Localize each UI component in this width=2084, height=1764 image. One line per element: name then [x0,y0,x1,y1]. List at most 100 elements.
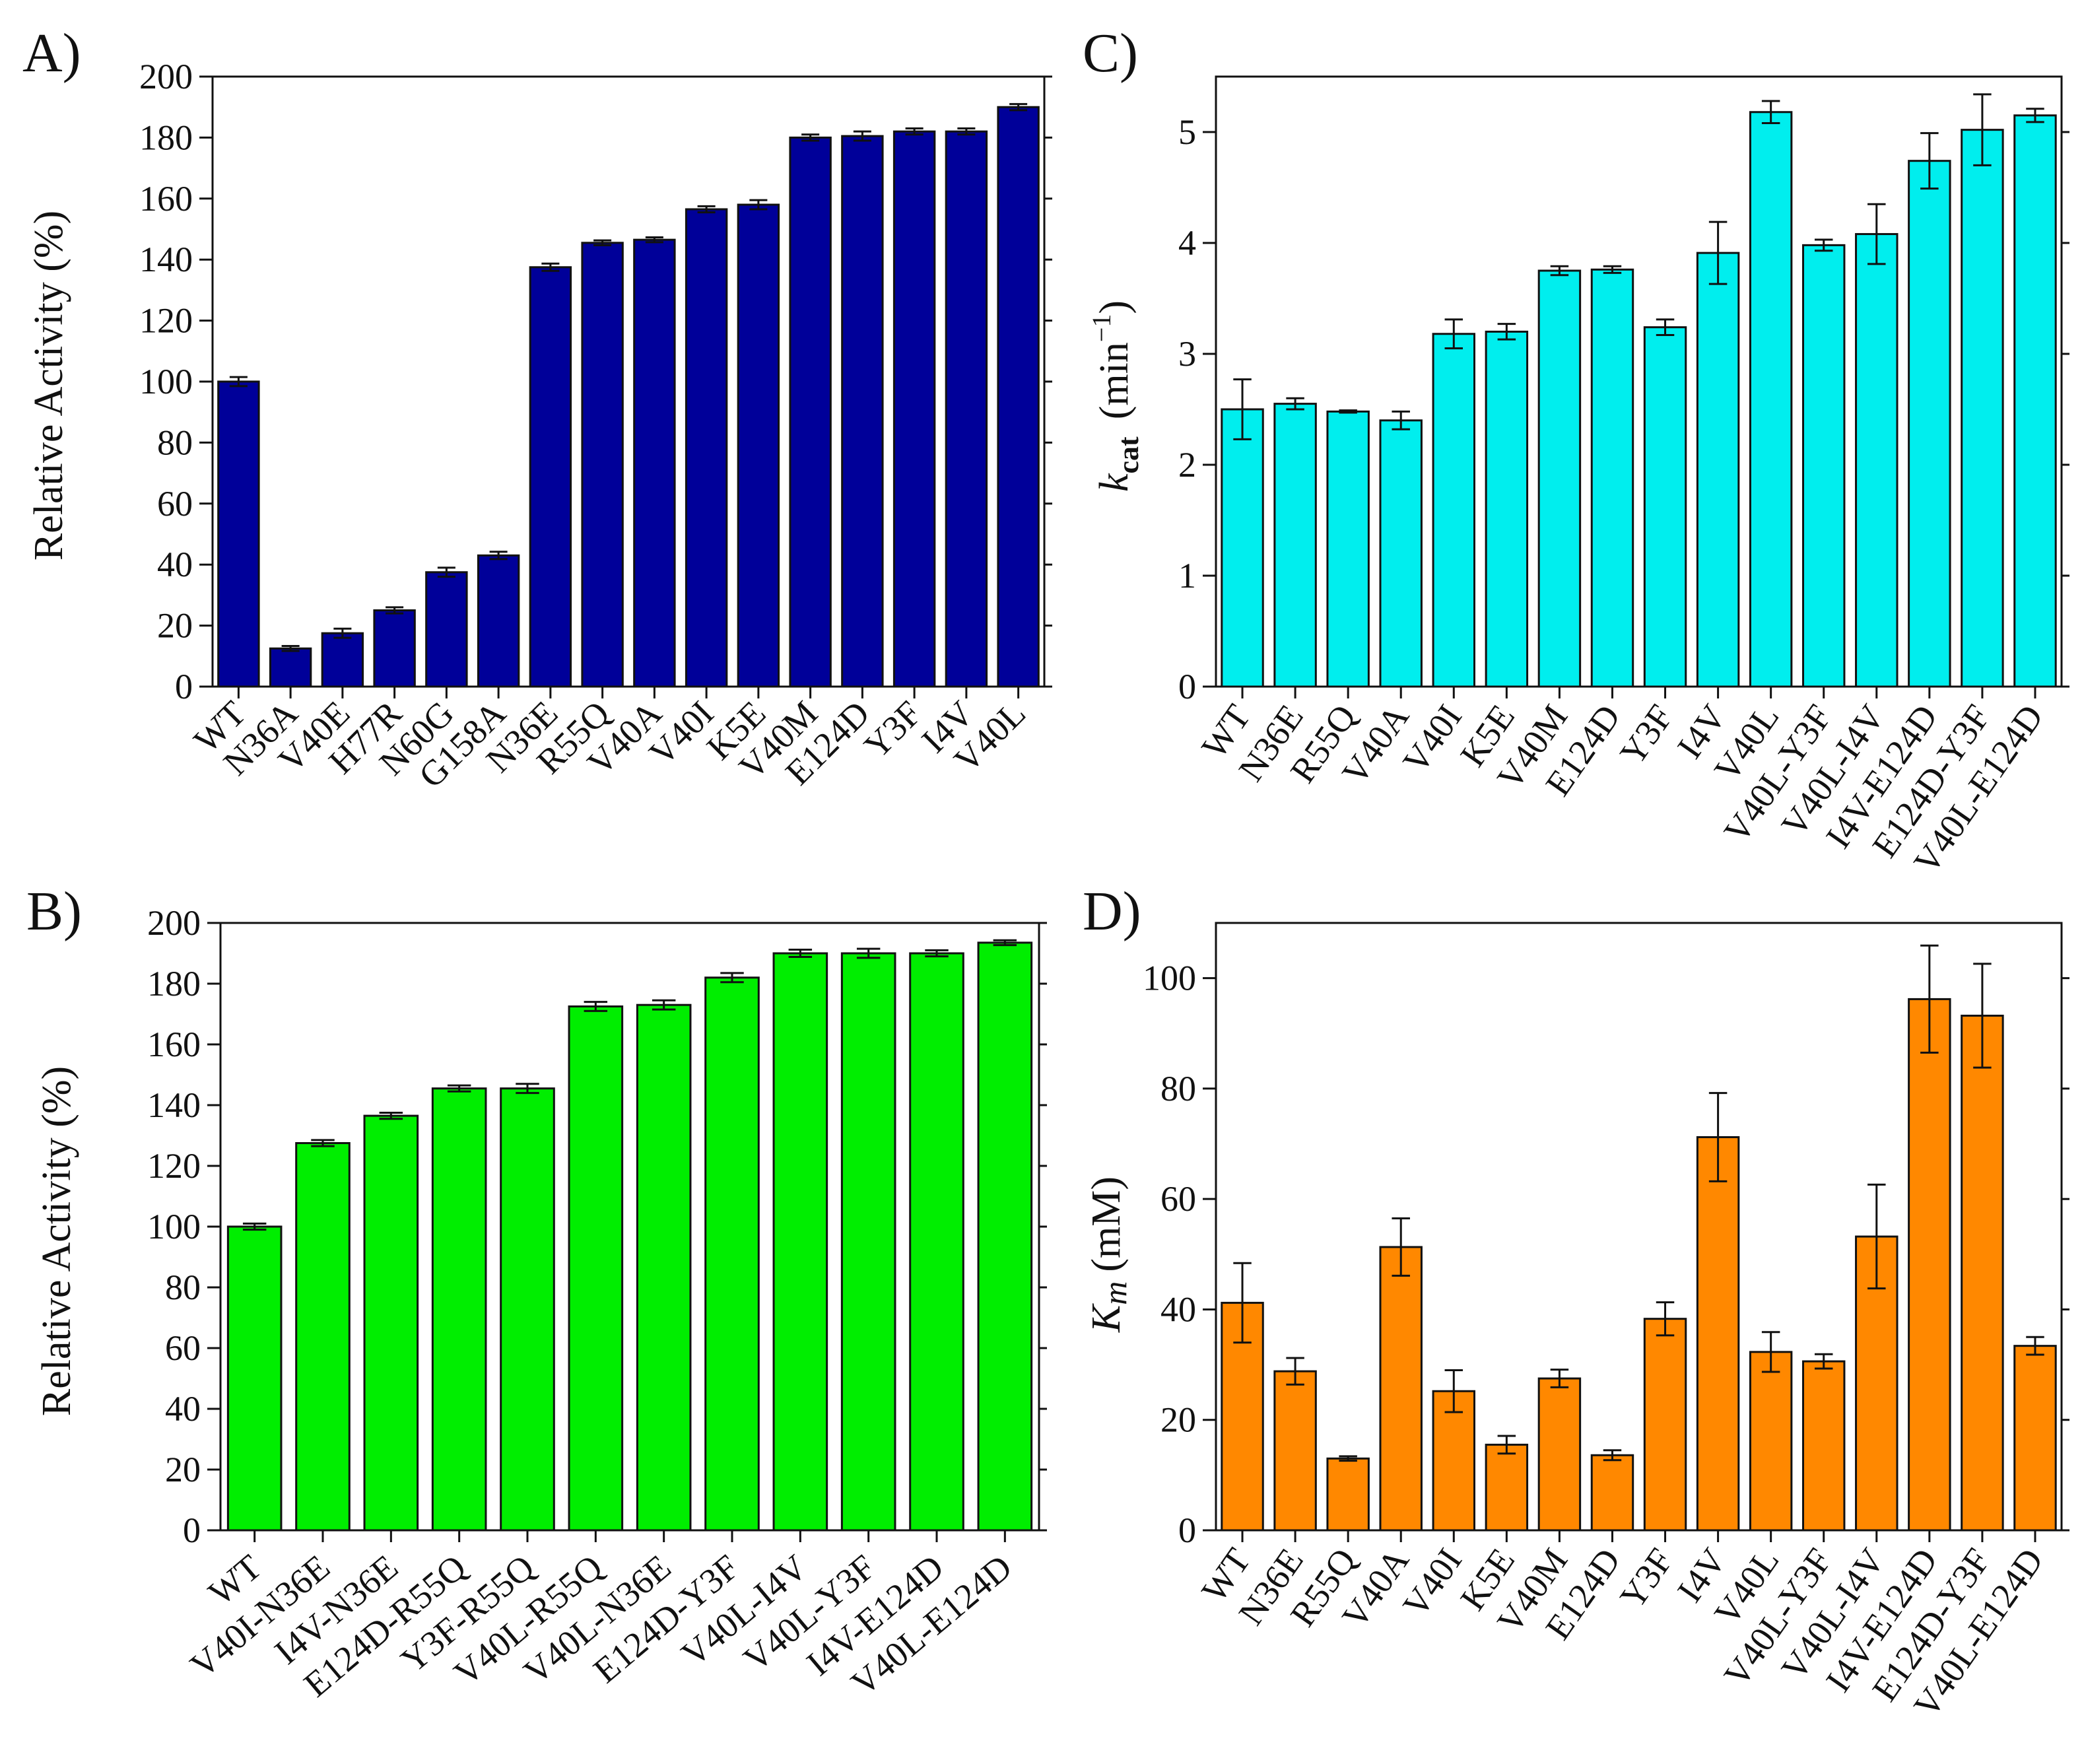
bar-e124d-y3f [1961,129,2004,688]
y-tick-label: 40 [1160,1289,1196,1329]
bar-v40l-y3f [840,952,896,1532]
x-tick-label: V40I [1395,1541,1469,1623]
panel-d-ylabel-k: K [1084,1303,1129,1333]
bar-wt [217,380,260,688]
panel-d-axes: 020406080100WTN36ER55QV40AV40IK5EV40ME12… [1143,922,2069,1724]
bar-v40i [1432,333,1476,688]
x-tick-label: Y3F [1612,697,1681,772]
y-tick-label: 5 [1178,112,1196,152]
panel-c-ylabel: kcat (min−1) [1087,300,1145,492]
bar-n36e [1273,1370,1317,1532]
y-tick-label: 80 [165,1268,201,1307]
y-tick-label: 40 [165,1389,201,1429]
y-tick-label: 2 [1178,445,1196,485]
bar-r55q [1326,1457,1370,1532]
panel-a-axes: 020406080100120140160180200WTN36AV40EH77… [139,57,1052,796]
bar-wt [226,1225,283,1532]
bar-r55q [581,242,624,688]
y-tick-label: 140 [147,1085,201,1125]
panel-c-ylabel-units: (min [1092,342,1137,419]
y-tick-label: 20 [157,606,193,646]
bar-v40a [633,238,676,688]
bar-v40l-e124d [2013,1345,2057,1532]
bar-i4v-n36e [363,1114,419,1532]
bar-k5e [1485,1443,1529,1532]
panel-c-axes: 012345WTN36ER55QV40AV40IK5EV40ME124DY3FI… [1178,75,2069,881]
y-tick-label: 3 [1178,334,1196,374]
panel-b-letter: B) [26,881,82,942]
y-tick-label: 80 [1160,1069,1196,1108]
y-tick-label: 20 [165,1450,201,1489]
x-tick-label: V40I [1395,697,1469,780]
bar-g158a [477,554,520,688]
panel-c: C) kcat(min−1) 012345WTN36ER55QV40AV40IK… [1083,22,2069,881]
bar-v40l-y3f [1801,1360,1846,1532]
panel-d-letter: D) [1083,881,1141,942]
bar-e124d-y3f [704,976,760,1532]
x-tick-label: Y3F [1612,1541,1681,1615]
bar-v40l-n36e [636,1003,692,1532]
bar-i4v-e124d [1908,998,1951,1532]
bar-v40a [1379,419,1423,688]
y-tick-label: 60 [165,1328,201,1368]
bar-k5e [1485,330,1529,688]
bar-i4v [1696,252,1740,688]
y-tick-label: 160 [139,179,193,219]
y-tick-label: 200 [147,903,201,943]
y-tick-label: 200 [139,57,193,96]
bar-e124d [1590,1454,1634,1532]
panel-c-letter: C) [1083,22,1138,84]
bar-v40i [1432,1390,1476,1532]
bar-v40i-n36e [295,1142,351,1532]
y-tick-label: 100 [139,362,193,401]
y-tick-label: 1 [1178,556,1196,595]
bar-k5e [737,203,780,688]
bar-n60g [425,571,468,688]
panel-d-ylabel-units: (mM) [1084,1176,1129,1272]
y-tick-label: 0 [1178,1510,1196,1550]
panel-c-ylabel-sub: cat [1112,436,1145,474]
y-tick-label: 180 [139,118,193,157]
bar-e124d-r55q [431,1087,487,1532]
bar-n36e [1273,403,1317,688]
bar-y3f [892,130,936,688]
panel-c-ylabel-sup: −1 [1087,314,1116,343]
y-tick-label: 100 [147,1207,201,1246]
bar-i4v-e124d [909,952,964,1532]
bar-n36e [529,266,572,688]
bar-v40l-e124d [2013,114,2057,688]
bar-y3f [1643,326,1687,688]
y-tick-label: 40 [157,545,193,584]
bar-r55q [1326,410,1370,688]
y-tick-label: 180 [147,964,201,1003]
bar-i4v [1696,1136,1740,1532]
bar-y3f-r55q [500,1087,555,1532]
bar-e124d [1590,268,1634,688]
y-tick-label: 160 [147,1025,201,1064]
y-tick-label: 140 [139,240,193,279]
y-tick-label: 4 [1178,223,1196,263]
y-tick-label: 80 [157,423,193,462]
bar-v40e [321,632,364,688]
y-tick-label: 120 [147,1146,201,1186]
panel-b-axes: 020406080100120140160180200WTV40I-N36EI4… [147,903,1047,1705]
bar-v40l-i4v [772,952,828,1532]
bar-v40l [1749,1351,1793,1532]
bar-v40l [1749,111,1793,688]
y-tick-label: 60 [157,484,193,524]
y-tick-label: 100 [1143,959,1196,998]
bar-v40l [997,106,1040,688]
bar-y3f [1643,1318,1687,1532]
bar-v40l-r55q [568,1005,624,1532]
bar-e124d [841,135,884,688]
bar-v40l-i4v [1855,233,1899,688]
panel-a-letter: A) [22,22,81,84]
panel-d-ylabel-sub: m [1096,1281,1133,1305]
y-tick-label: 0 [175,667,193,706]
panel-a-ylabel: Relative Activity (%) [26,211,71,560]
bar-wt [1221,408,1264,688]
y-tick-label: 60 [1160,1179,1196,1219]
panel-a: A) Relative Activity (%) 0 20 40 60 80 100 120… [22,22,1052,796]
bar-v40m [789,136,832,688]
